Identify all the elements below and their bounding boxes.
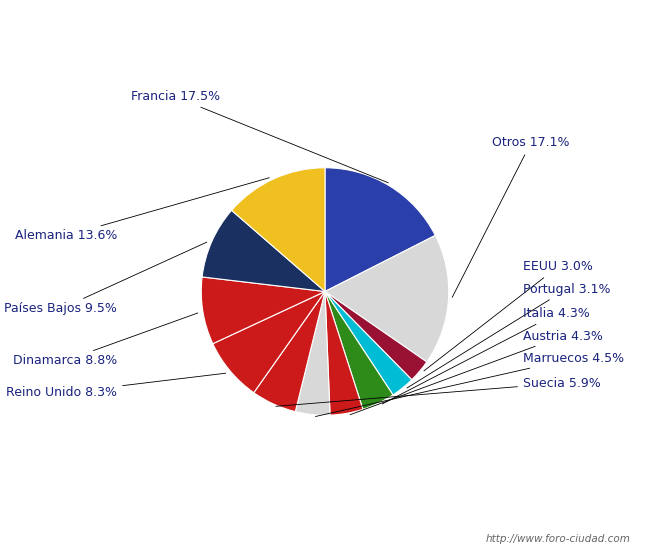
Wedge shape [325,168,436,292]
Text: Países Bajos 9.5%: Países Bajos 9.5% [5,242,207,315]
Text: Marruecos 4.5%: Marruecos 4.5% [315,352,624,416]
Text: http://www.foro-ciudad.com: http://www.foro-ciudad.com [486,535,630,544]
Text: Reino Unido 8.3%: Reino Unido 8.3% [6,373,226,399]
Wedge shape [213,292,325,393]
Text: Portugal 3.1%: Portugal 3.1% [407,283,610,388]
Wedge shape [295,292,330,415]
Wedge shape [325,235,448,362]
Wedge shape [325,292,411,395]
Text: Otros 17.1%: Otros 17.1% [452,136,569,298]
Text: Francia 17.5%: Francia 17.5% [131,90,388,183]
Wedge shape [231,168,325,292]
Text: Alemania 13.6%: Alemania 13.6% [15,178,269,243]
Wedge shape [325,292,427,379]
Text: Guadix - Turistas extranjeros según país - Abril de 2024: Guadix - Turistas extranjeros según país… [94,12,556,30]
Wedge shape [202,210,325,292]
Wedge shape [325,292,363,415]
Text: Italia 4.3%: Italia 4.3% [382,307,590,404]
Text: EEUU 3.0%: EEUU 3.0% [424,260,593,371]
Text: Dinamarca 8.8%: Dinamarca 8.8% [13,313,198,367]
Wedge shape [254,292,325,411]
Text: Austria 4.3%: Austria 4.3% [350,329,603,415]
Text: Suecia 5.9%: Suecia 5.9% [276,377,601,406]
Wedge shape [325,292,393,409]
Wedge shape [202,277,325,344]
